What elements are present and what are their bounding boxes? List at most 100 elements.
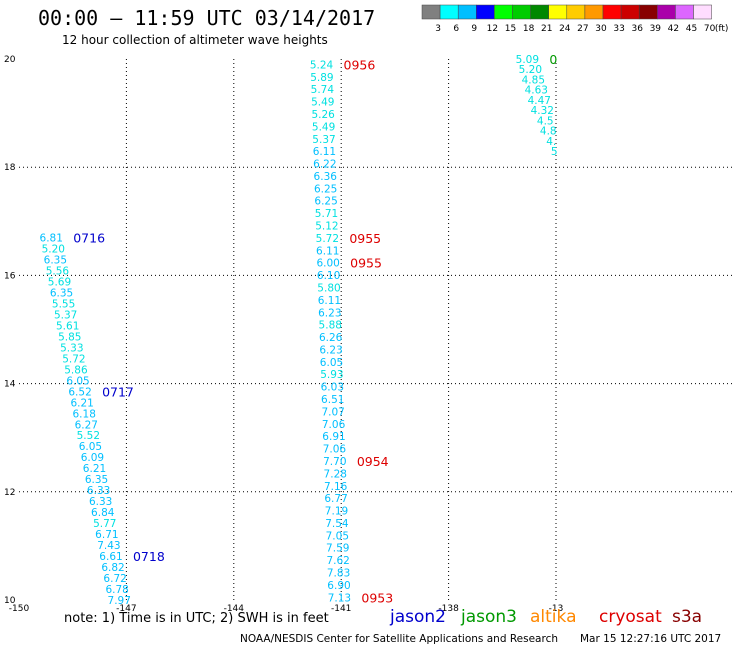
wave-height-value: 6.21	[70, 397, 93, 409]
wave-height-value: 5.49	[312, 121, 335, 133]
wave-height-value: 5.69	[48, 276, 71, 288]
y-tick-label: 20	[4, 55, 16, 65]
legend-tick-label: 39	[650, 24, 662, 34]
wave-height-value: 7.70	[323, 456, 346, 468]
wave-height-value: 5.86	[64, 364, 88, 376]
pass-time-label: 0955	[350, 256, 382, 271]
wave-height-value: 5.37	[312, 134, 335, 146]
wave-height-value: 6.81	[40, 233, 63, 245]
wave-height-value: 5.74	[311, 84, 335, 96]
wave-height-value: 6.25	[314, 183, 337, 195]
satellite-name-jason3: jason3	[461, 607, 517, 627]
wave-height-value: 4.63	[525, 85, 548, 97]
wave-height-value: 6.33	[87, 485, 110, 497]
legend-tick-label: 24	[559, 24, 571, 34]
wave-height-value: 6.05	[79, 441, 102, 453]
wave-height-value: 4.85	[522, 74, 545, 86]
wave-height-value: 7.07	[321, 406, 344, 418]
wave-height-value: 6.22	[313, 159, 336, 171]
wave-height-value: 5.88	[319, 320, 342, 332]
wave-height-value: 5.20	[519, 64, 542, 76]
wave-height-value: 6.52	[68, 386, 91, 398]
wave-height-value: 6.18	[73, 408, 96, 420]
wave-height-value: 5.80	[317, 282, 340, 294]
wave-height-value: 5.85	[58, 331, 81, 343]
wave-height-value: 6.03	[321, 382, 344, 394]
y-tick-label: 14	[4, 380, 16, 390]
wave-height-value: 6.35	[44, 254, 67, 266]
legend-tick-label: 70	[704, 24, 716, 34]
legend-tick-label: 45	[686, 24, 697, 34]
wave-height-value: 6.61	[99, 551, 122, 563]
legend-tick-label: 18	[523, 24, 535, 34]
wave-height-value: 6.09	[81, 452, 104, 464]
wave-height-value: 5	[551, 146, 558, 158]
legend-tick-label: 36	[631, 24, 643, 34]
wave-height-value: 6.90	[327, 580, 350, 592]
pass-time-label: 0717	[102, 384, 134, 399]
wave-height-value: 5.77	[93, 518, 116, 530]
wave-height-value: 6.78	[105, 584, 128, 596]
y-tick-label: 18	[4, 163, 16, 173]
wave-height-value: 6.23	[318, 307, 341, 319]
satellite-name-cryosat: cryosat	[599, 607, 662, 627]
legend-unit: (ft)	[715, 24, 729, 34]
x-tick-label: -147	[116, 604, 136, 614]
y-tick-label: 12	[4, 488, 15, 498]
x-tick-label: -13	[549, 604, 564, 614]
wave-height-value: 5.24	[310, 59, 334, 71]
x-tick-label: -150	[9, 604, 30, 614]
footer-timestamp: Mar 15 12:27:16 UTC 2017	[580, 633, 722, 645]
wave-height-value: 7.28	[324, 468, 347, 480]
pass-time-label: 0716	[73, 231, 105, 246]
wave-height-value: 6.11	[318, 295, 341, 307]
pass-time-label: 0	[549, 52, 557, 67]
wave-height-value: 6.84	[91, 507, 115, 519]
wave-height-value: 6.91	[322, 431, 345, 443]
wave-height-value: 5.55	[52, 298, 75, 310]
wave-height-value: 6.35	[50, 287, 73, 299]
legend-tick-label: 42	[668, 24, 679, 34]
legend-tick-label: 6	[453, 24, 459, 34]
legend-tick-label: 15	[505, 24, 516, 34]
wave-height-value: 5.52	[77, 430, 100, 442]
wave-height-value: 6.23	[319, 344, 342, 356]
wave-height-value: 6.00	[316, 258, 339, 270]
wave-height-value: 6.05	[320, 357, 343, 369]
wave-height-value: 6.11	[313, 146, 336, 158]
legend-tick-label: 30	[595, 24, 607, 34]
wave-height-value: 6.10	[317, 270, 340, 282]
legend-tick-label: 9	[471, 24, 477, 34]
wave-height-value: 7.13	[328, 592, 351, 604]
wave-height-value: 5.49	[311, 97, 334, 109]
wave-height-value: 6.36	[314, 171, 338, 183]
y-tick-label: 10	[4, 596, 16, 606]
wave-height-value: 6.51	[321, 394, 344, 406]
pass-time-label: 0956	[344, 57, 376, 72]
x-tick-label: -138	[438, 604, 459, 614]
wave-height-value: 5.71	[315, 208, 338, 220]
wave-height-value: 7.97	[108, 595, 131, 607]
wave-height-value: 7.62	[326, 555, 349, 567]
legend-tick-label: 3	[435, 24, 441, 34]
page-subtitle: 12 hour collection of altimeter wave hei…	[62, 33, 328, 47]
pass-time-label: 0718	[133, 549, 165, 564]
page-title: 00:00 – 11:59 UTC 03/14/2017	[38, 6, 376, 30]
wave-height-value: 7.06	[323, 444, 347, 456]
wave-height-value: 6.72	[103, 573, 126, 585]
color-legend: 3 6 9 12 15 18 21 24 27 30 33 36 39 42 45 70 (ft)	[421, 4, 729, 34]
wave-height-value: 7.83	[327, 568, 350, 580]
wave-height-value: 6.33	[89, 496, 112, 508]
wave-height-value: 6.77	[324, 493, 347, 505]
wave-height-value: 7.06	[322, 419, 346, 431]
wave-height-value: 4.32	[531, 105, 554, 117]
wave-height-value: 5.37	[54, 309, 77, 321]
legend-tick-label: 21	[541, 24, 552, 34]
wave-height-value: 4.	[546, 136, 556, 148]
wave-height-value: 7.19	[325, 506, 348, 518]
wave-height-value: 4.47	[528, 95, 551, 107]
pass-time-label: 0954	[357, 454, 389, 469]
x-tick-label: -141	[331, 604, 351, 614]
